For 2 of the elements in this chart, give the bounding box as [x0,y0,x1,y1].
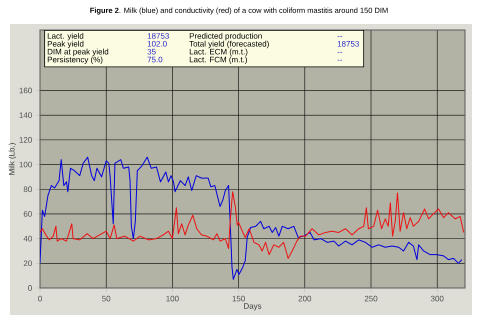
line-series [40,156,462,280]
line-series [40,191,464,259]
